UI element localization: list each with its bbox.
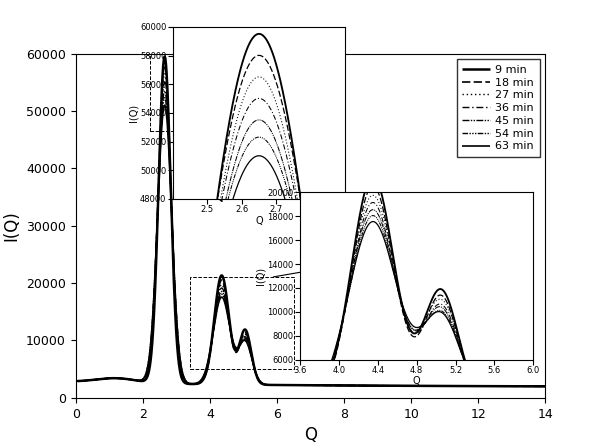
X-axis label: Q: Q bbox=[255, 215, 263, 226]
X-axis label: Q: Q bbox=[304, 426, 317, 444]
Y-axis label: I(Q): I(Q) bbox=[256, 267, 266, 285]
Y-axis label: I(Q): I(Q) bbox=[128, 104, 139, 122]
Y-axis label: I(Q): I(Q) bbox=[2, 211, 21, 241]
Legend: 9 min, 18 min, 27 min, 36 min, 45 min, 54 min, 63 min: 9 min, 18 min, 27 min, 36 min, 45 min, 5… bbox=[456, 59, 540, 157]
X-axis label: Q: Q bbox=[413, 376, 421, 387]
